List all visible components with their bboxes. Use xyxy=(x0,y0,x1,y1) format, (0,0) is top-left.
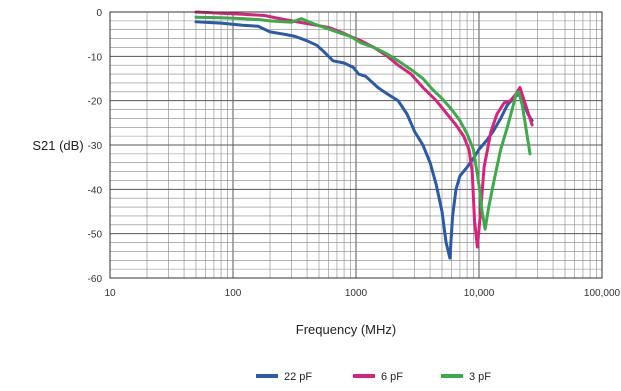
y-tick-label: 0 xyxy=(96,8,102,19)
y-tick-label: -10 xyxy=(88,52,103,63)
legend-label: 6 pF xyxy=(381,371,403,383)
x-tick-label: 10 xyxy=(104,288,116,299)
plot-frame xyxy=(109,11,603,279)
y-tick-label: -40 xyxy=(88,185,103,196)
grid xyxy=(109,11,602,279)
series-line-3-pf xyxy=(194,15,532,231)
y-tick-label: -60 xyxy=(88,274,103,285)
series-line-22-pf xyxy=(194,20,534,260)
legend-label: 22 pF xyxy=(284,371,312,383)
legend: 22 pF 6 pF 3 pF xyxy=(256,371,491,383)
y-tick-label: -30 xyxy=(88,141,103,152)
y-axis-label: S21 (dB) xyxy=(32,138,83,153)
tick-labels: 10 100 1000 10,000 100,000 0 -10 -20 -30 -40 -50 -6… xyxy=(88,8,621,299)
x-tick-label: 100,000 xyxy=(584,288,621,299)
legend-item: 6 pF xyxy=(353,371,403,383)
x-tick-label: 1000 xyxy=(345,288,368,299)
x-tick-label: 10,000 xyxy=(464,288,495,299)
y-tick-label: -20 xyxy=(88,97,103,108)
legend-item: 3 pF xyxy=(441,371,491,383)
legend-item: 22 pF xyxy=(256,371,312,383)
x-axis-label: Frequency (MHz) xyxy=(296,322,396,337)
x-tick-label: 100 xyxy=(225,288,242,299)
y-tick-label: -50 xyxy=(88,230,103,241)
series-line-6-pf xyxy=(194,10,534,249)
legend-label: 3 pF xyxy=(469,371,491,383)
series-lines xyxy=(194,10,534,260)
